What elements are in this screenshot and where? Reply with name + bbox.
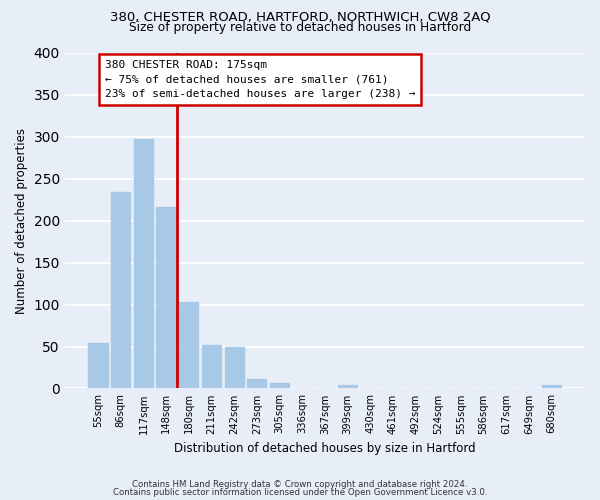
Bar	[134, 140, 153, 388]
Text: Contains HM Land Registry data © Crown copyright and database right 2024.: Contains HM Land Registry data © Crown c…	[132, 480, 468, 489]
Text: Contains public sector information licensed under the Open Government Licence v3: Contains public sector information licen…	[113, 488, 487, 497]
Bar	[179, 302, 199, 388]
Bar	[202, 345, 221, 389]
Y-axis label: Number of detached properties: Number of detached properties	[15, 128, 28, 314]
Bar	[247, 379, 266, 388]
X-axis label: Distribution of detached houses by size in Hartford: Distribution of detached houses by size …	[174, 442, 476, 455]
Bar	[88, 343, 108, 388]
Bar	[157, 208, 176, 388]
Bar	[338, 385, 357, 388]
Bar	[270, 384, 289, 388]
Text: 380, CHESTER ROAD, HARTFORD, NORTHWICH, CW8 2AQ: 380, CHESTER ROAD, HARTFORD, NORTHWICH, …	[110, 11, 490, 24]
Bar	[224, 348, 244, 389]
Text: Size of property relative to detached houses in Hartford: Size of property relative to detached ho…	[129, 22, 471, 35]
Text: 380 CHESTER ROAD: 175sqm
← 75% of detached houses are smaller (761)
23% of semi-: 380 CHESTER ROAD: 175sqm ← 75% of detach…	[105, 60, 415, 100]
Bar	[111, 192, 130, 388]
Bar	[542, 385, 562, 388]
